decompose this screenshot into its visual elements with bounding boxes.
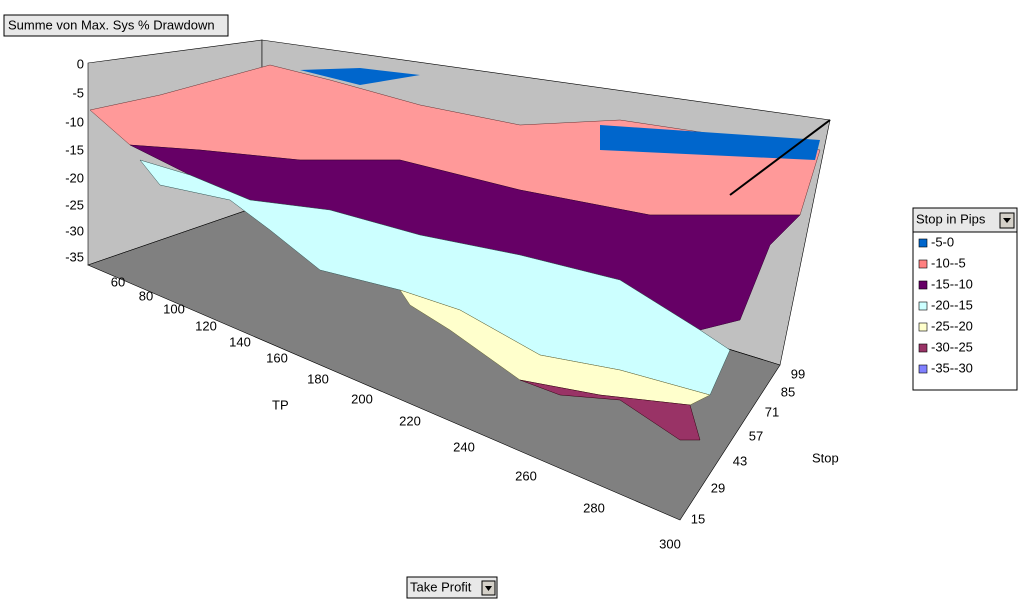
- legend-swatch: [918, 259, 928, 269]
- tp-tick-label: 300: [659, 536, 681, 551]
- stop-tick-label: 57: [749, 428, 763, 443]
- tp-tick-label: 100: [163, 301, 185, 316]
- z-tick-label: -30: [65, 223, 84, 238]
- z-tick-label: -35: [65, 249, 84, 264]
- stop-tick-label: 85: [781, 384, 795, 399]
- surface-edge: [729, 119, 831, 196]
- legend-swatch: [918, 322, 928, 332]
- axis-labels: 0 -5 -10 -15 -20 -25 -30 -35 60 80 100 120 140 160 180…: [65, 56, 805, 551]
- legend-swatch: [918, 280, 928, 290]
- legend-label: -5-0: [931, 234, 954, 249]
- axis-title: TP: [272, 397, 289, 412]
- legend-label: -20--15: [931, 297, 973, 312]
- z-tick-label: -5: [72, 85, 84, 100]
- z-tick-label: -20: [65, 170, 84, 185]
- field-button-label: Take Profit: [410, 579, 472, 594]
- legend-items: -5-0 -10--5 -15--10 -20--15 -25--20 -30--25 -3…: [918, 234, 973, 375]
- stop-tick-label: 15: [691, 511, 705, 526]
- tp-tick-label: 200: [351, 391, 373, 406]
- legend-swatch: [918, 301, 928, 311]
- z-tick-label: -10: [65, 114, 84, 129]
- stop-tick-label: 71: [765, 404, 779, 419]
- legend-swatch: [918, 238, 928, 248]
- legend-swatch: [918, 343, 928, 353]
- tp-tick-label: 120: [195, 318, 217, 333]
- tp-tick-label: 260: [515, 468, 537, 483]
- tp-tick-label: 240: [453, 439, 475, 454]
- stop-tick-label: 29: [711, 480, 725, 495]
- tp-tick-label: 140: [229, 334, 251, 349]
- tp-tick-label: 280: [583, 500, 605, 515]
- legend-label: -35--30: [931, 360, 973, 375]
- legend-title: Stop in Pips: [916, 211, 986, 226]
- tp-tick-label: 80: [139, 288, 153, 303]
- legend-label: -15--10: [931, 276, 973, 291]
- z-tick-label: -15: [65, 142, 84, 157]
- field-button-label: Summe von Max. Sys % Drawdown: [8, 17, 215, 32]
- tp-tick-label: 180: [307, 371, 329, 386]
- tp-tick-label: 160: [266, 350, 288, 365]
- field-button[interactable]: [406, 576, 498, 599]
- field-button[interactable]: [3, 14, 229, 37]
- stop-tick-label: 43: [733, 453, 747, 468]
- surface-band: [519, 379, 701, 441]
- dropdown-arrow-icon: [485, 586, 492, 591]
- axis-title: Stop: [812, 450, 839, 465]
- floor: [87, 204, 781, 521]
- tp-tick-label: 60: [111, 274, 125, 289]
- legend-label: -10--5: [931, 255, 966, 270]
- legend-swatch: [918, 364, 928, 374]
- legend-label: -30--25: [931, 339, 973, 354]
- dropdown-arrow-icon: [1003, 218, 1011, 223]
- z-tick-label: 0: [77, 56, 84, 71]
- tp-tick-label: 220: [399, 413, 421, 428]
- stop-tick-label: 99: [791, 366, 805, 381]
- surface-band: [300, 68, 420, 85]
- z-tick-label: -25: [65, 197, 84, 212]
- legend-label: -25--20: [931, 318, 973, 333]
- surface-band: [600, 125, 820, 160]
